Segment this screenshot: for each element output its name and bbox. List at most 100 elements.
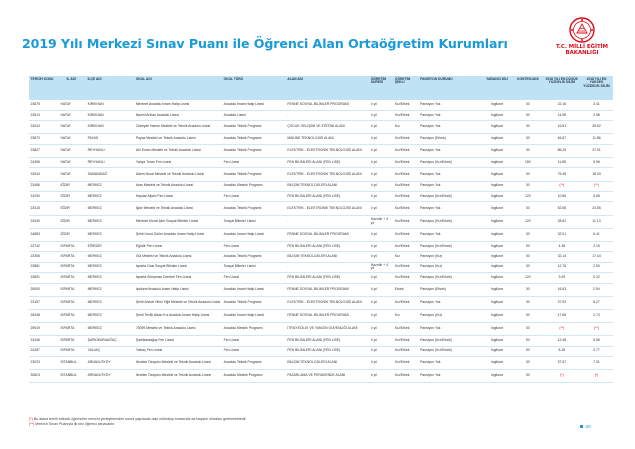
- cell-il: ISPARTA: [56, 296, 87, 310]
- cell-kontenjan: 90: [511, 335, 544, 347]
- cell-min: 12.48: [543, 335, 580, 347]
- table-row: 24290 IĞDIR MERKEZ Haydar Aliyev Fen Lisesi…: [29, 191, 613, 203]
- cell-sure: 4 yıl: [369, 251, 394, 263]
- table-row: 24430 IĞDIR MERKEZ Mehmet Murat İpler Sosya…: [29, 215, 613, 229]
- cell-pansiyon: Pansiyon Yok: [418, 322, 483, 337]
- cell-sekil: Kız/Erkek: [393, 346, 419, 358]
- cell-min: 16.63: [543, 283, 580, 297]
- cell-pansiyon: Pansiyon Yok: [418, 369, 483, 384]
- cell-max: 3.41: [579, 100, 613, 111]
- header-alan: ALAN ADI: [285, 76, 370, 100]
- cell-tur: Sosyal Bilimler Lisesi: [222, 215, 286, 229]
- cell-alan: FENNE SOSYAL BİLİMLER PROGRAMI: [285, 228, 370, 242]
- cell-pansiyon: Pansiyon (Erkek): [418, 283, 483, 297]
- cell-ilce: MERKEZ: [86, 262, 135, 274]
- cell-kontenjan: 30: [511, 283, 544, 297]
- table-row: 25000 ISPARTA MERKEZ Işıkkent Anadolu İmam …: [29, 283, 613, 297]
- cell-kod: 24883: [29, 228, 57, 242]
- cell-sekil: Kız/Erkek: [393, 296, 419, 310]
- cell-tur: Fen Lisesi: [222, 335, 286, 347]
- cell-okul: Mehmet Anadolu İmam Hatip Lisesi: [134, 100, 223, 111]
- cell-kontenjan: 30: [511, 144, 544, 159]
- cell-sure: 4 yıl: [369, 144, 394, 159]
- cell-min: 28.62: [543, 215, 580, 229]
- cell-il: HATAY: [56, 110, 87, 122]
- cell-min: 11.88: [543, 157, 580, 169]
- cell-alan: ELEKTRİK - ELEKTRONİK TEKNOLOJİSİ ALANI: [285, 201, 370, 216]
- cell-kontenjan: 150: [511, 157, 544, 169]
- cell-il: ISPARTA: [56, 283, 87, 297]
- cell-dil: İngilizce: [482, 228, 512, 242]
- footnotes: (*) Bu alana tercih edecek öğrenciler me…: [29, 417, 247, 428]
- cell-sure: 4 yıl: [369, 346, 394, 358]
- cell-min: 16.81: [543, 120, 580, 135]
- table-row: 23827 HATAY REYHANLI Ahi Evran Mesleki ve T…: [29, 144, 613, 159]
- cell-sure: 4 yıl: [369, 191, 394, 203]
- cell-kod: 25919: [29, 322, 57, 337]
- cell-okul: Mehmet Murat İpler Sosyal Bilimler Lises…: [134, 215, 223, 229]
- cell-tur: Fen Lisesi: [222, 346, 286, 358]
- table-row: 23870 HATAY PAYAS Payas Mesleki ve Teknik A…: [29, 133, 613, 145]
- cell-ilce: ŞARKİKARAAĞAÇ: [86, 335, 135, 347]
- cell-pansiyon: Pansiyon (Kız): [418, 262, 483, 274]
- cell-kontenjan: 30: [511, 356, 544, 371]
- cell-ilce: MERKEZ: [86, 283, 135, 297]
- cell-il: ISPARTA: [56, 241, 87, 253]
- cell-tur: Anadolu Teknik Programı: [222, 133, 286, 145]
- cell-alan: ELEKTRİK - ELEKTRONİK TEKNOLOJİSİ ALANI: [285, 167, 370, 182]
- cell-alan: FEN BİLİMLERİ ALANI (FEN LİSE): [285, 191, 370, 203]
- cell-il: ISPARTA: [56, 272, 87, 284]
- cell-kod: 23416: [29, 201, 57, 216]
- cell-ilce: SAMANDAĞ: [86, 167, 135, 182]
- header-tur: OKUL TÜRÜ: [222, 76, 286, 100]
- cell-kod: 24875: [29, 100, 57, 111]
- cell-ilce: MERKEZ: [86, 181, 135, 193]
- table-row: 23513 HATAY KIRIKHAN Nazmi Arıkan Anadolu L…: [29, 110, 613, 122]
- cell-sekil: Kız: [393, 309, 419, 324]
- schools-table: TERCİH KODU İL ADI İLÇE ADI OKUL ADI OKU…: [29, 76, 613, 384]
- cell-ilce: KIRIKHAN: [86, 120, 135, 135]
- cell-sure: Hazırlık + 4 yıl: [369, 262, 394, 274]
- table-row: 24396 HATAY REYHANLI Yahya Turan Fen Lisesi…: [29, 157, 613, 169]
- cell-sekil: Kız/Erkek: [393, 110, 419, 122]
- cell-okul: Şehit Tevfik Alkan Kız Anadolu İmam Hati…: [134, 309, 223, 324]
- cell-min: (**): [543, 181, 580, 193]
- cell-alan: ÇOCUK GELİŞİMİ VE EĞİTİMİ ALANI: [285, 120, 370, 135]
- cell-pansiyon: Pansiyon Yok: [418, 120, 483, 135]
- cell-okul: Şehit Ahmet Hilmi Yiğit Mesleki ve Tekni…: [134, 296, 223, 310]
- cell-il: ISPARTA: [56, 322, 87, 337]
- cell-sekil: Kız/Erkek: [393, 322, 419, 337]
- cell-max: 0.77: [579, 346, 613, 358]
- cell-max: 18.33: [579, 167, 613, 182]
- cell-ilce: MERKEZ: [86, 228, 135, 242]
- cell-okul: İbrahim Özaydın Mesleki ve Teknik Anadol…: [134, 356, 223, 371]
- cell-min: 3.09: [543, 272, 580, 284]
- cell-dil: İngilizce: [482, 251, 512, 263]
- cell-max: (**): [579, 181, 613, 193]
- cell-kontenjan: 120: [511, 272, 544, 284]
- cell-alan: BİLİŞİM TEKNOLOJİLERİ ALANI: [285, 251, 370, 263]
- cell-sure: 4 yıl: [369, 369, 394, 384]
- header-dil: YABANCI DİLİ: [482, 76, 512, 100]
- cell-pansiyon: Pansiyon Yok: [418, 228, 483, 242]
- cell-max: 2.98: [579, 110, 613, 122]
- cell-dil: İngilizce: [482, 110, 512, 122]
- cell-okul: Aras Mesleki ve Teknik Anadolu Lisesi: [134, 181, 223, 193]
- cell-min: 17.68: [543, 309, 580, 324]
- cell-sure: 4 yıl: [369, 181, 394, 193]
- header-okul: OKUL ADI: [134, 76, 223, 100]
- cell-pansiyon: Pansiyon (Kız/Erkek): [418, 215, 483, 229]
- cell-dil: İngilizce: [482, 181, 512, 193]
- table-row: 23742 ISPARTA EĞİRDİR Eğirdir Fen Lisesi Fen…: [29, 241, 613, 253]
- cell-il: ISPARTA: [56, 251, 87, 263]
- cell-sekil: Kız/Erkek: [393, 241, 419, 253]
- table-row: 23157 ISPARTA MERKEZ Şehit Ahmet Hilmi Yiği…: [29, 296, 613, 310]
- cell-pansiyon: Pansiyon (Kız): [418, 251, 483, 263]
- cell-tur: Fen Lisesi: [222, 191, 286, 203]
- cell-okul: Isparta Süleyman Demirel Fen Lisesi: [134, 272, 223, 284]
- cell-kod: 24290: [29, 191, 57, 203]
- cell-sure: Hazırlık + 4 yıl: [369, 215, 394, 229]
- cell-pansiyon: Pansiyon (Kız/Erkek): [418, 157, 483, 169]
- cell-kod: 23742: [29, 241, 57, 253]
- cell-kod: 24430: [29, 215, 57, 229]
